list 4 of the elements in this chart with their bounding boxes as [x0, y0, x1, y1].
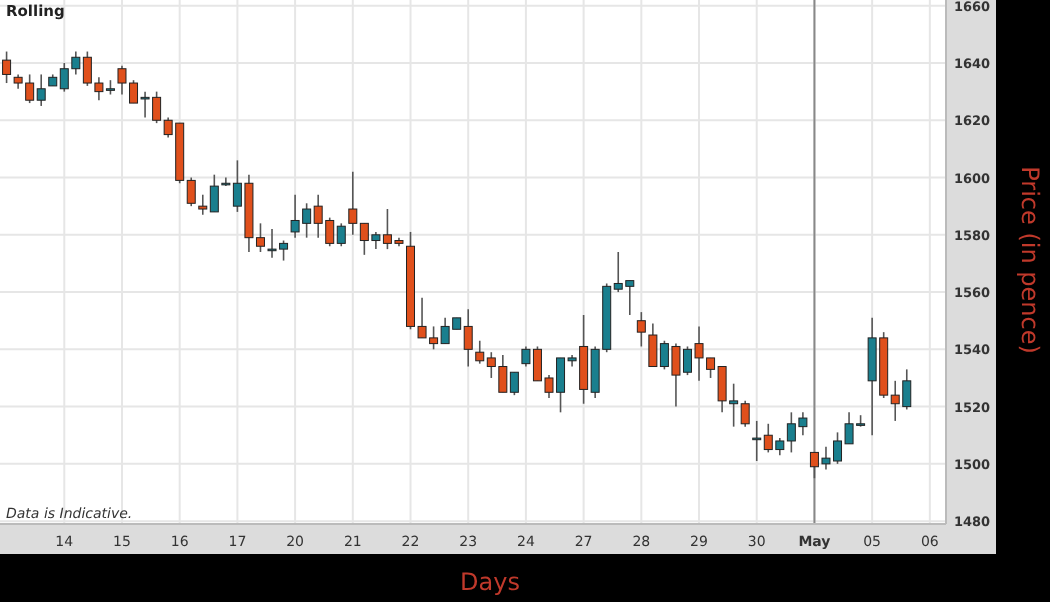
x-axis-title: Days [460, 568, 520, 596]
y-axis-title: Price (in pence) [1016, 166, 1044, 354]
candlestick [636, 311, 646, 348]
candlestick [2, 50, 12, 84]
